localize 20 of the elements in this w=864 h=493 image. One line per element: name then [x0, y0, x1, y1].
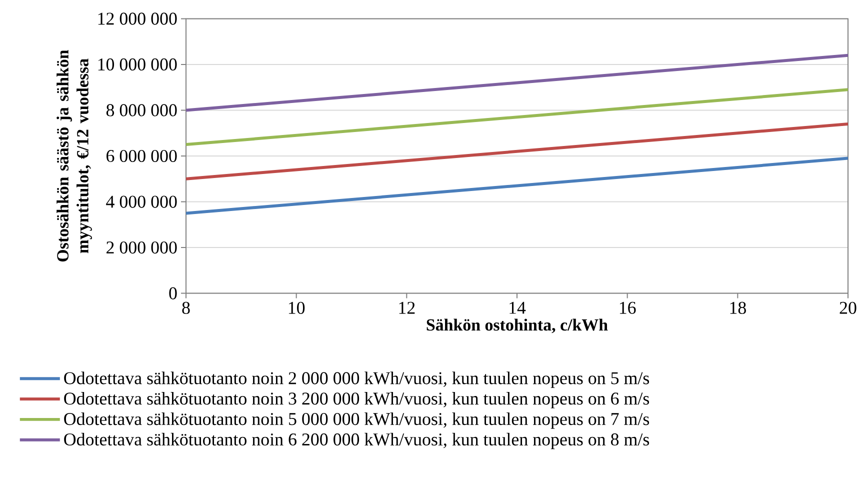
- x-axis-title: Sähkön ostohinta, c/kWh: [426, 318, 608, 334]
- legend-label: Odotettava sähkötuotanto noin 3 200 000 kWh/vuosi, kun tuulen nopeus on 6 m/s: [64, 392, 650, 408]
- x-tick-label: 14: [510, 302, 526, 314]
- y-tick-label: 12 000 000: [98, 12, 177, 25]
- x-tick-label: 16: [620, 302, 636, 314]
- y-tick-label: 10 000 000: [98, 58, 177, 71]
- legend-label: Odotettava sähkötuotanto noin 5 000 000 kWh/vuosi, kun tuulen nopeus on 7 m/s: [64, 412, 650, 429]
- x-tick-label: 10: [288, 302, 305, 314]
- y-axis-title: Ostosähkön säästö ja sähkön myyntitulot, €/12 vuodessa: [56, 50, 92, 262]
- y-tick-label: 8 000 000: [106, 104, 177, 116]
- x-tick-label: 12: [399, 302, 415, 314]
- x-tick-label: 18: [730, 302, 746, 314]
- y-tick-label: 4 000 000: [106, 196, 177, 208]
- x-tick-label: 8: [182, 302, 190, 314]
- x-tick-label: 20: [840, 302, 856, 314]
- y-tick-label: 2 000 000: [106, 241, 177, 254]
- y-tick-label: 6 000 000: [106, 150, 177, 162]
- legend-label: Odotettava sähkötuotanto noin 2 000 000 kWh/vuosi, kun tuulen nopeus on 5 m/s: [64, 372, 650, 388]
- legend-label: Odotettava sähkötuotanto noin 6 200 000 kWh/vuosi, kun tuulen nopeus on 8 m/s: [64, 432, 650, 450]
- y-tick-label: 0: [169, 287, 177, 300]
